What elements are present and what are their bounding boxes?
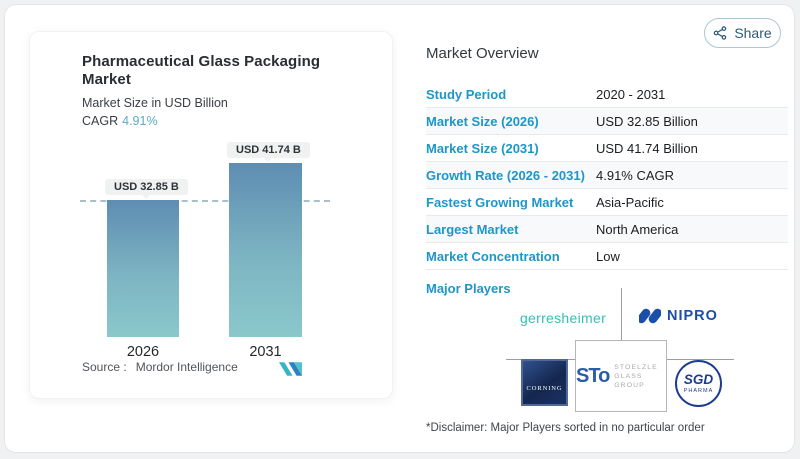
overview-row: Fastest Growing Market Asia-Pacific: [426, 189, 788, 216]
disclaimer-note: *Disclaimer: Major Players sorted in no …: [426, 422, 705, 434]
chart-title: Pharmaceutical Glass Packaging Market: [82, 53, 321, 88]
row-label: Market Size (2031): [426, 140, 539, 156]
corning-logo: CORNING: [521, 359, 568, 406]
stoelzle-wordmark-line2: GLASS GROUP: [614, 372, 645, 389]
infographic-card: Share Pharmaceutical Glass Packaging Mar…: [4, 4, 795, 453]
overview-row: Market Concentration Low: [426, 243, 788, 270]
sgd-pharma-logo: SGD PHARMA: [675, 360, 722, 407]
cagr-label: CAGR: [82, 114, 119, 128]
gerresheimer-logo: gerresheimer: [519, 310, 607, 326]
bar-value-label-2026: USD 32.85 B: [105, 179, 188, 199]
chart-subtitle: Market Size in USD Billion: [82, 96, 228, 110]
source-note: Source : Mordor Intelligence: [82, 360, 238, 374]
row-label: Market Concentration: [426, 248, 560, 264]
row-value: Asia-Pacific: [596, 194, 664, 210]
stoelzle-wordmark: STOELZLE GLASS GROUP: [614, 363, 666, 390]
source-name: Mordor Intelligence: [135, 360, 238, 374]
axis-label-2026: 2026: [126, 344, 160, 360]
bar-2031: [229, 163, 302, 337]
row-value: 4.91% CAGR: [596, 167, 675, 183]
stoelzle-wordmark-line1: STOELZLE: [614, 363, 658, 371]
mordor-intelligence-logo: [279, 362, 302, 376]
bar-2026: [107, 200, 179, 337]
nipro-wordmark: NIPRO: [667, 308, 718, 324]
share-button[interactable]: Share: [704, 18, 781, 48]
row-value: USD 32.85 Billion: [596, 113, 698, 129]
row-label: Market Size (2026): [426, 113, 539, 129]
stoelzle-logo: STo STOELZLE GLASS GROUP: [575, 340, 667, 412]
row-label: Study Period: [426, 86, 507, 102]
row-label: Largest Market: [426, 221, 519, 237]
stoelzle-mark: STo: [576, 364, 610, 387]
overview-row: Growth Rate (2026 - 2031) 4.91% CAGR: [426, 162, 788, 189]
chart-cagr: CAGR 4.91%: [82, 114, 327, 128]
row-value: North America: [596, 221, 679, 237]
sgd-pharma-subtext: PHARMA: [683, 388, 714, 394]
overview-row: Market Size (2026) USD 32.85 Billion: [426, 108, 788, 135]
source-label: Source :: [82, 360, 127, 374]
reference-line: [80, 200, 330, 202]
share-button-label: Share: [734, 25, 772, 41]
corning-wordmark: CORNING: [526, 385, 563, 393]
overview-row: Market Size (2031) USD 41.74 Billion: [426, 135, 788, 162]
chart-card: Pharmaceutical Glass Packaging Market Ma…: [29, 31, 393, 399]
share-icon: [714, 26, 727, 40]
row-label: Growth Rate (2026 - 2031): [426, 167, 585, 183]
nipro-logo: NIPRO: [639, 307, 718, 325]
bar-value-label-2031: USD 41.74 B: [227, 142, 310, 162]
players-grid-vertical-divider: [621, 288, 622, 344]
axis-label-2031: 2031: [249, 344, 282, 360]
row-value: 2020 - 2031: [596, 86, 666, 102]
overview-table: Study Period 2020 - 2031 Market Size (202…: [426, 81, 788, 270]
row-label: Fastest Growing Market: [426, 194, 574, 210]
cagr-value: 4.91%: [122, 114, 158, 128]
chart-header: Pharmaceutical Glass Packaging Market Ma…: [82, 53, 327, 128]
overview-row: Largest Market North America: [426, 216, 788, 243]
players-grid-horizontal-divider: [667, 359, 734, 360]
major-players-label: Major Players: [426, 281, 511, 296]
row-value: Low: [596, 248, 620, 264]
sgd-wordmark: SGD: [683, 372, 714, 387]
overview-row: Study Period 2020 - 2031: [426, 81, 788, 108]
overview-title: Market Overview: [426, 45, 539, 62]
nipro-icon: [639, 308, 661, 324]
row-value: USD 41.74 Billion: [596, 140, 698, 156]
